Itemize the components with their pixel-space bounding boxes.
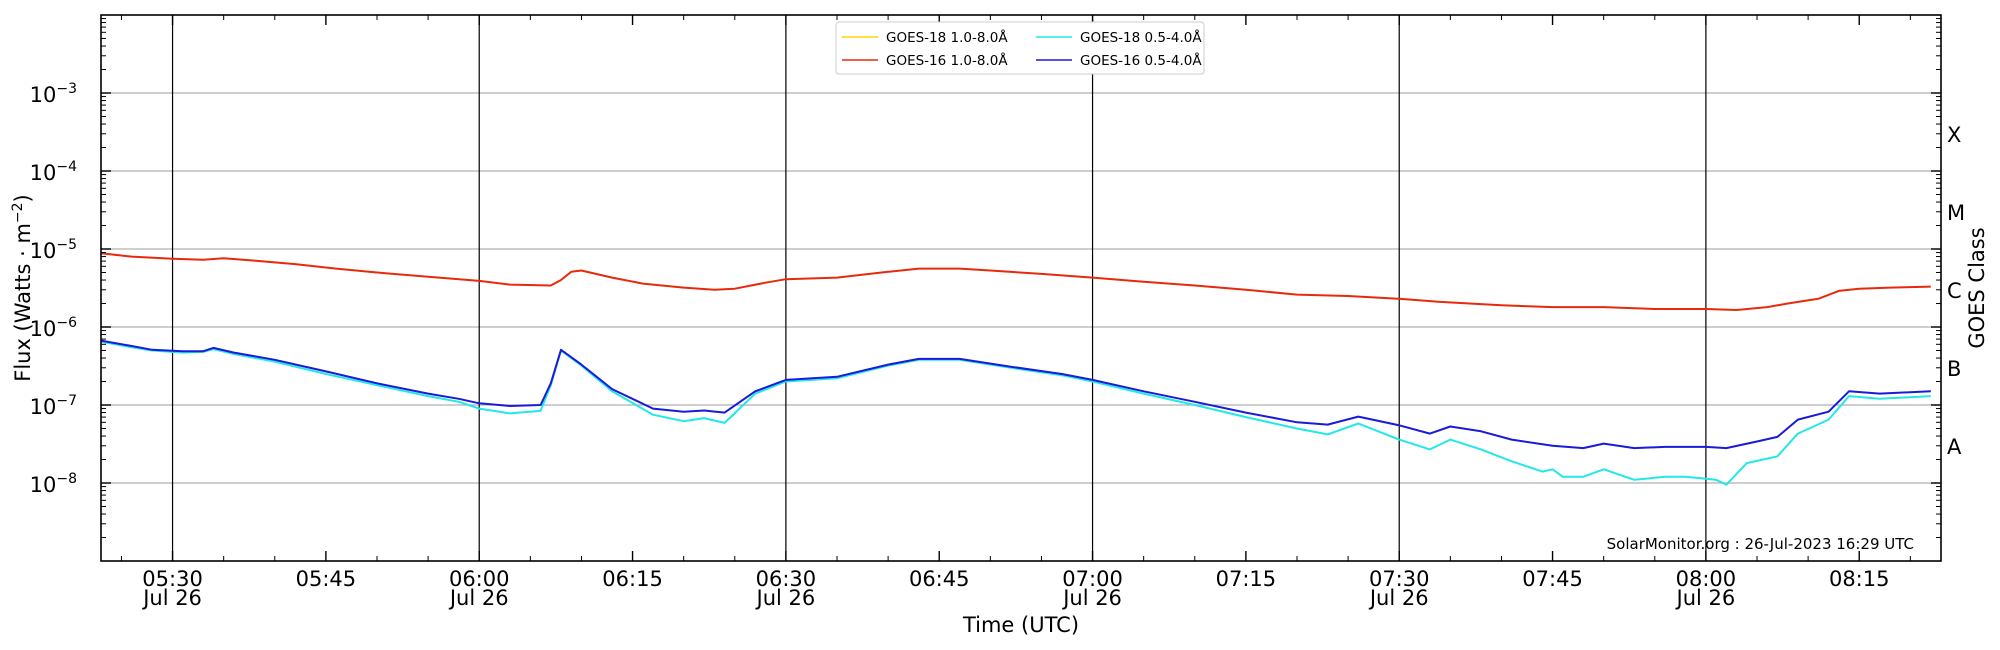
plot-frame bbox=[100, 14, 1942, 562]
goes-class-axis-label: GOES Class bbox=[1965, 227, 1989, 348]
credit-text: SolarMonitor.org : 26-Jul-2023 16:29 UTC bbox=[1607, 535, 1914, 553]
series-line bbox=[100, 339, 1931, 450]
x-tick-label: 06:30 bbox=[756, 567, 817, 591]
x-tick-label: 06:45 bbox=[909, 567, 970, 591]
x-tick-label: 05:30 bbox=[142, 567, 203, 591]
y-tick-label: 10−7 bbox=[30, 393, 77, 419]
grid-layer bbox=[101, 92, 1941, 484]
series-layer bbox=[100, 252, 1931, 486]
y-tick-label: 10−8 bbox=[30, 471, 77, 497]
vertical-lines-layer bbox=[171, 15, 1707, 561]
y-tick-label: 10−6 bbox=[30, 315, 77, 341]
legend-label: GOES-16 0.5-4.0Å bbox=[1080, 52, 1202, 69]
x-tick-label: 08:15 bbox=[1829, 567, 1890, 591]
x-tick-label: 07:15 bbox=[1216, 567, 1277, 591]
x-tick-label: 05:45 bbox=[296, 567, 357, 591]
y-axis-label: Flux (Watts · m−2) bbox=[10, 194, 35, 382]
goes-class-label: A bbox=[1947, 435, 1962, 459]
goes-class-label: C bbox=[1947, 279, 1962, 303]
x-tick-label: 06:00 bbox=[449, 567, 510, 591]
x-axis-label: Time (UTC) bbox=[962, 613, 1079, 637]
y-tick-label: 10−3 bbox=[30, 81, 77, 107]
goes-class-label: X bbox=[1947, 123, 1961, 147]
x-tick-label: 08:00 bbox=[1676, 567, 1737, 591]
legend-box bbox=[835, 21, 1205, 75]
x-tick-label: 07:00 bbox=[1062, 567, 1123, 591]
x-tick-label: 07:30 bbox=[1369, 567, 1430, 591]
x-tick-date-label: Jul 26 bbox=[755, 586, 816, 610]
x-tick-label: 06:15 bbox=[602, 567, 663, 591]
y-tick-label: 10−5 bbox=[30, 237, 77, 263]
goes-class-label: B bbox=[1947, 357, 1961, 381]
legend: GOES-18 1.0-8.0Å GOES-18 0.5-4.0Å GOES-16 … bbox=[835, 21, 1205, 75]
x-tick-date-label: Jul 26 bbox=[1368, 586, 1429, 610]
x-tick-label: 07:45 bbox=[1522, 567, 1583, 591]
series-line bbox=[100, 340, 1931, 486]
legend-label: GOES-18 1.0-8.0Å bbox=[886, 29, 1008, 46]
series-line bbox=[100, 252, 1931, 311]
y-tick-label: 10−4 bbox=[30, 159, 77, 185]
x-tick-date-label: Jul 26 bbox=[1061, 586, 1122, 610]
x-tick-date-label: Jul 26 bbox=[448, 586, 509, 610]
x-tick-date-label: Jul 26 bbox=[1675, 586, 1736, 610]
legend-label: GOES-16 1.0-8.0Å bbox=[886, 52, 1008, 69]
legend-label: GOES-18 0.5-4.0Å bbox=[1080, 29, 1202, 46]
x-tick-date-label: Jul 26 bbox=[141, 586, 202, 610]
goes-class-label: M bbox=[1947, 201, 1965, 225]
